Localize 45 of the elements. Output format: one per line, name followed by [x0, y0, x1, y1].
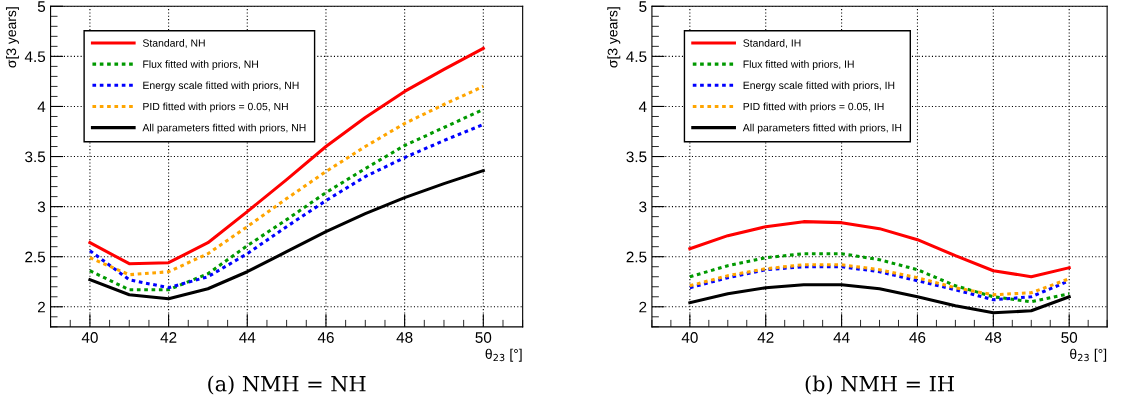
- x-tick-label: 40: [681, 332, 698, 343]
- x-tick-label: 48: [396, 332, 413, 343]
- x-tick-label: 50: [1061, 332, 1078, 343]
- y-axis-title: σ[3 years]: [607, 7, 621, 68]
- legend-label: Standard, IH: [743, 39, 801, 48]
- y-tick-label: 4.5: [24, 51, 46, 63]
- legend-label: All parameters fitted with priors, NH: [142, 123, 306, 134]
- x-tick-label: 46: [317, 332, 334, 343]
- x-tick-label: 44: [239, 332, 256, 343]
- y-tick-label: 2.5: [626, 251, 647, 263]
- y-tick-label: 3: [639, 201, 647, 213]
- y-axis-title: σ[3 years]: [5, 7, 19, 68]
- y-tick-label: 3.5: [626, 151, 647, 163]
- y-tick-label: 2: [37, 301, 45, 313]
- x-tick-label: 48: [985, 332, 1002, 343]
- y-tick-label: 3: [37, 201, 46, 213]
- legend-label: PID fitted with priors = 0.05, NH: [143, 102, 288, 113]
- legend-label: PID fitted with priors = 0.05, IH: [743, 102, 884, 113]
- text: (b) NMH = IH: [805, 375, 954, 395]
- line-series: [688, 220, 1071, 279]
- y-tick-label: 3.5: [25, 151, 46, 163]
- legend-label: Flux fitted with priors, IH: [743, 60, 854, 70]
- x-tick-label: 44: [833, 332, 850, 343]
- line-series: [688, 252, 1071, 304]
- y-tick-label: 4.5: [626, 51, 647, 63]
- x-tick-label: 40: [81, 332, 98, 343]
- legend-label: All parameters fitted with priors, IH: [742, 123, 902, 134]
- legend-label: Standard, NH: [142, 39, 205, 48]
- y-tick-label: 2: [639, 301, 647, 313]
- text: (a) NMH = NH: [208, 375, 366, 395]
- x-axis-title: θ$_{23}$ [°]: [1070, 348, 1107, 362]
- legend-label: Energy scale fitted with priors, IH: [743, 81, 895, 92]
- legend-label: Energy scale fitted with priors, NH: [143, 81, 299, 92]
- x-tick-label: 42: [757, 332, 774, 343]
- legend-label: Flux fitted with priors, NH: [143, 60, 258, 70]
- y-tick-label: 5: [37, 1, 46, 12]
- y-tick-label: 2.5: [25, 251, 46, 263]
- line-series: [88, 46, 485, 266]
- y-tick-label: 5: [639, 1, 647, 12]
- x-tick-label: 46: [909, 332, 926, 343]
- x-tick-label: 42: [160, 332, 177, 343]
- y-tick-label: 4: [638, 101, 647, 112]
- x-axis-title: θ$_{23}$ [°]: [485, 348, 522, 362]
- x-tick-label: 50: [475, 332, 492, 343]
- y-tick-label: 4: [37, 101, 46, 112]
